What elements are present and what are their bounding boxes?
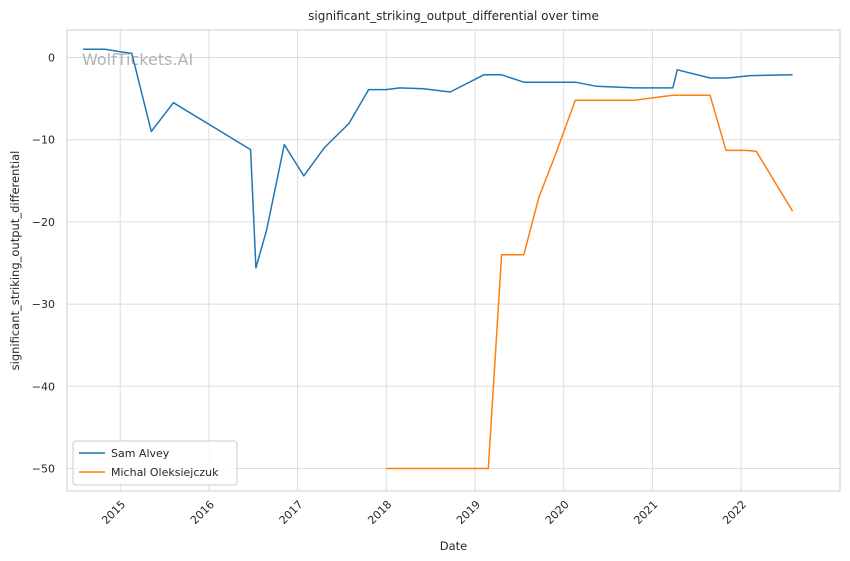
y-tick-label: −30 <box>32 298 55 311</box>
x-tick-label: 2019 <box>454 498 483 527</box>
plot-area <box>66 29 841 492</box>
x-tick-label: 2017 <box>277 498 306 527</box>
x-tick-label: 2020 <box>543 498 572 527</box>
y-tick-label: −50 <box>32 463 55 476</box>
watermark: WolfTickets.AI <box>82 50 193 69</box>
series-lines <box>83 48 794 470</box>
y-tick-label: −20 <box>32 216 55 229</box>
y-tick-labels: 0 −10 −20 −30 −40 −50 <box>32 52 55 476</box>
y-axis-title: significant_striking_output_differential <box>8 151 22 371</box>
legend-label: Michal Oleksiejczuk <box>111 466 219 479</box>
legend: Sam Alvey Michal Oleksiejczuk <box>72 440 238 486</box>
x-tick-label: 2015 <box>99 498 128 527</box>
series-line-1 <box>386 94 794 470</box>
y-tick-label: −40 <box>32 380 55 393</box>
x-axis-title: Date <box>440 539 468 553</box>
series-line-0 <box>83 48 793 269</box>
chart-title: significant_striking_output_differential… <box>308 9 599 23</box>
x-tick-label: 2021 <box>631 498 660 527</box>
grid <box>67 30 840 491</box>
legend-label: Sam Alvey <box>111 447 170 460</box>
x-tick-label: 2018 <box>365 498 394 527</box>
x-tick-label: 2022 <box>720 498 749 527</box>
y-tick-label: −10 <box>32 134 55 147</box>
x-tick-label: 2016 <box>188 498 217 527</box>
x-tick-labels: 2015 2016 2017 2018 2019 2020 2021 2022 <box>99 498 749 527</box>
y-tick-label: 0 <box>48 52 55 65</box>
legend-box <box>72 440 238 486</box>
